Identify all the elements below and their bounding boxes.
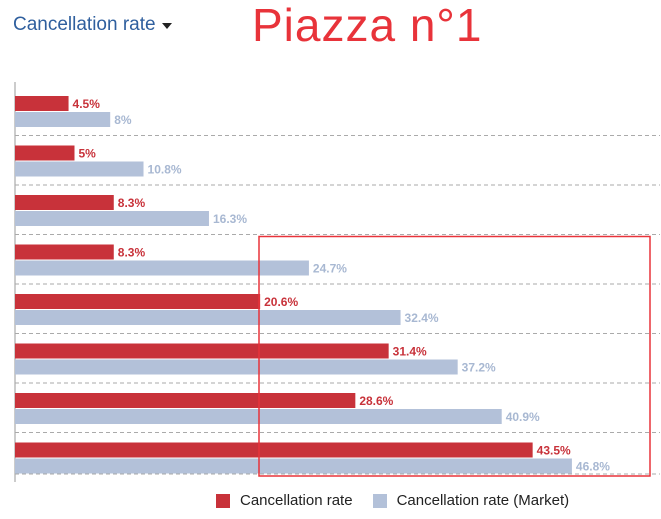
annotation-title: Piazza n°1: [252, 0, 483, 51]
data-label-primary: 20.6%: [264, 295, 298, 309]
data-label-market: 46.8%: [576, 460, 610, 474]
chevron-down-icon: [161, 23, 172, 29]
data-label-market: 8%: [114, 113, 132, 127]
bar-primary[interactable]: [15, 244, 114, 260]
data-label-primary: 8.3%: [118, 246, 146, 260]
legend-swatch-primary: [216, 493, 230, 508]
bar-market[interactable]: [15, 359, 458, 375]
data-label-primary: 28.6%: [359, 394, 393, 408]
data-label-market: 24.7%: [313, 262, 347, 276]
data-label-market: 40.9%: [506, 410, 540, 424]
data-label-market: 16.3%: [213, 212, 247, 226]
bar-primary[interactable]: [15, 294, 261, 309]
data-label-market: 37.2%: [462, 361, 496, 375]
metric-dropdown[interactable]: Cancellation rate: [13, 14, 172, 36]
bar-primary[interactable]: [15, 195, 114, 210]
bar-market[interactable]: [15, 310, 401, 325]
legend-label-market: Cancellation rate (Market): [396, 492, 570, 509]
bar-market[interactable]: [15, 112, 111, 127]
highlight-box: [258, 235, 651, 477]
legend-swatch-market: [372, 493, 387, 508]
bar-market[interactable]: [15, 211, 209, 226]
bar-primary[interactable]: [15, 393, 356, 408]
bar-primary[interactable]: [15, 96, 69, 111]
bar-market[interactable]: [15, 458, 572, 474]
bar-market[interactable]: [15, 161, 144, 177]
bar-primary[interactable]: [15, 145, 75, 161]
legend-item-market[interactable]: Cancellation rate (Market): [372, 492, 570, 509]
legend-item-primary[interactable]: Cancellation rate: [216, 492, 353, 509]
data-label-primary: 4.5%: [73, 97, 101, 111]
metric-dropdown-label: Cancellation rate: [13, 14, 156, 35]
data-label-market: 32.4%: [405, 311, 439, 325]
data-label-primary: 5%: [79, 147, 97, 161]
data-label-market: 10.8%: [148, 163, 182, 177]
legend-label-primary: Cancellation rate: [240, 492, 353, 509]
data-label-primary: 43.5%: [537, 444, 571, 458]
bar-primary[interactable]: [15, 343, 389, 359]
chart-legend: Cancellation rate Cancellation rate (Mar…: [216, 492, 569, 509]
bar-primary[interactable]: [15, 442, 533, 458]
data-label-primary: 31.4%: [393, 345, 427, 359]
bar-market[interactable]: [15, 260, 309, 276]
data-label-primary: 8.3%: [118, 196, 146, 210]
